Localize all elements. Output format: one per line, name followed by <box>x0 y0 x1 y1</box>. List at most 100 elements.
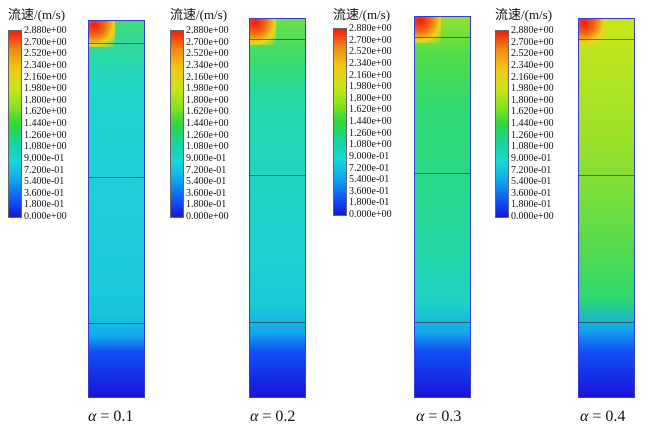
velocity-contour-column <box>578 18 635 398</box>
legend-tick-label: 0.000e+00 <box>24 211 67 222</box>
legend-tick-label: 9.000e-01 <box>24 152 65 164</box>
legend-tick-label: 2.520e+00 <box>349 46 392 58</box>
legend-tick-label: 3.600e-01 <box>24 187 65 199</box>
color-legend-bar <box>8 30 22 218</box>
section-line <box>415 322 470 323</box>
alpha-symbol: α <box>250 408 259 425</box>
legend-tick-label: 2.340e+00 <box>186 59 229 71</box>
legend-tick-label: 1.440e+00 <box>186 118 229 129</box>
legend-tick-label: 2.160e+00 <box>186 71 229 83</box>
legend-tick-label: 2.700e+00 <box>349 34 392 46</box>
section-line <box>250 322 305 323</box>
legend-tick-label: 1.440e+00 <box>24 118 67 129</box>
legend-tick-label: 0.000e+00 <box>349 209 392 220</box>
legend-tick-label: 2.520e+00 <box>24 48 67 60</box>
section-line <box>89 177 144 178</box>
alpha-symbol: α <box>416 408 425 425</box>
velocity-contour-column <box>414 16 471 398</box>
panel-caption: α = 0.3 <box>416 408 461 426</box>
legend-tick-label: 2.880e+00 <box>186 25 229 36</box>
alpha-value: = 0.1 <box>100 408 134 425</box>
legend-tick-label: 2.340e+00 <box>349 57 392 69</box>
legend-tick-label: 2.880e+00 <box>24 25 67 36</box>
velocity-contour-column <box>88 20 145 398</box>
inlet-jet <box>89 21 115 47</box>
panel-caption: α = 0.2 <box>250 408 295 426</box>
legend-tick-label: 1.440e+00 <box>511 118 554 129</box>
section-line <box>250 175 305 176</box>
section-line <box>415 37 470 38</box>
legend-tick-label: 1.080e+00 <box>511 141 554 153</box>
alpha-value: = 0.3 <box>428 408 462 425</box>
legend-tick-label: 1.620e+00 <box>511 106 554 118</box>
legend-tick-label: 3.600e-01 <box>349 185 390 197</box>
legend-tick-label: 7.200e-01 <box>186 164 227 176</box>
alpha-symbol: α <box>580 408 589 425</box>
legend-tick-label: 2.700e+00 <box>186 36 229 48</box>
legend-tick-label: 1.800e-01 <box>349 197 390 209</box>
legend-tick-label: 9.000e-01 <box>186 152 227 164</box>
section-line <box>89 323 144 324</box>
legend-tick-label: 1.260e+00 <box>511 129 554 141</box>
legend-tick-label: 0.000e+00 <box>186 211 229 222</box>
legend-tick-label: 0.000e+00 <box>511 211 554 222</box>
legend-tick-label: 1.980e+00 <box>511 83 554 95</box>
legend-tick-label: 1.620e+00 <box>349 104 392 116</box>
alpha-symbol: α <box>88 408 97 425</box>
legend-tick-label: 1.260e+00 <box>349 127 392 139</box>
legend-tick-label: 2.160e+00 <box>349 69 392 81</box>
legend-tick-label: 2.880e+00 <box>511 25 554 36</box>
legend-title: 流速/(m/s) <box>8 7 66 22</box>
legend-title: 流速/(m/s) <box>170 7 228 22</box>
section-line <box>579 322 634 323</box>
legend-tick-label: 9.000e-01 <box>349 150 390 162</box>
inlet-jet <box>415 17 441 43</box>
legend-tick-label: 1.980e+00 <box>186 83 229 95</box>
inlet-jet <box>250 19 276 45</box>
legend-tick-label: 9.000e-01 <box>511 152 552 164</box>
legend-tick-label: 1.440e+00 <box>349 116 392 127</box>
legend-tick-label: 2.340e+00 <box>511 59 554 71</box>
legend-tick-label: 1.620e+00 <box>24 106 67 118</box>
legend-tick-label: 1.080e+00 <box>349 139 392 151</box>
velocity-contour-column <box>249 18 306 398</box>
legend-tick-label: 1.800e+00 <box>186 94 229 106</box>
legend-tick-label: 5.400e-01 <box>186 176 227 188</box>
legend-tick-label: 1.620e+00 <box>186 106 229 118</box>
legend-title: 流速/(m/s) <box>495 7 553 22</box>
legend-tick-label: 2.880e+00 <box>349 23 392 34</box>
legend-tick-label: 3.600e-01 <box>511 187 552 199</box>
legend-tick-label: 1.260e+00 <box>186 129 229 141</box>
legend-tick-label: 2.520e+00 <box>511 48 554 60</box>
legend-tick-label: 1.980e+00 <box>24 83 67 95</box>
legend-tick-label: 1.800e-01 <box>186 199 227 211</box>
legend-tick-label: 7.200e-01 <box>24 164 65 176</box>
color-legend-bar <box>333 28 347 216</box>
legend-tick-label: 1.800e-01 <box>511 199 552 211</box>
legend-tick-label: 3.600e-01 <box>186 187 227 199</box>
legend-tick-label: 2.700e+00 <box>24 36 67 48</box>
color-legend-bar <box>495 30 509 218</box>
legend-tick-label: 1.980e+00 <box>349 81 392 93</box>
legend-tick-label: 1.800e+00 <box>349 92 392 104</box>
section-line <box>579 175 634 176</box>
section-line <box>579 39 634 40</box>
legend-title: 流速/(m/s) <box>333 7 391 22</box>
legend-tick-label: 1.080e+00 <box>24 141 67 153</box>
legend-tick-label: 2.520e+00 <box>186 48 229 60</box>
legend-tick-label: 2.160e+00 <box>24 71 67 83</box>
panel-caption: α = 0.4 <box>580 408 625 426</box>
alpha-value: = 0.4 <box>592 408 626 425</box>
legend-tick-label: 1.800e-01 <box>24 199 65 211</box>
legend-tick-label: 1.260e+00 <box>24 129 67 141</box>
legend-tick-label: 1.080e+00 <box>186 141 229 153</box>
section-line <box>250 39 305 40</box>
legend-tick-label: 5.400e-01 <box>511 176 552 188</box>
legend-tick-label: 5.400e-01 <box>24 176 65 188</box>
legend-tick-label: 2.160e+00 <box>511 71 554 83</box>
legend-tick-label: 7.200e-01 <box>511 164 552 176</box>
inlet-jet <box>579 19 605 45</box>
legend-tick-label: 7.200e-01 <box>349 162 390 174</box>
legend-tick-label: 5.400e-01 <box>349 174 390 186</box>
alpha-value: = 0.2 <box>262 408 296 425</box>
